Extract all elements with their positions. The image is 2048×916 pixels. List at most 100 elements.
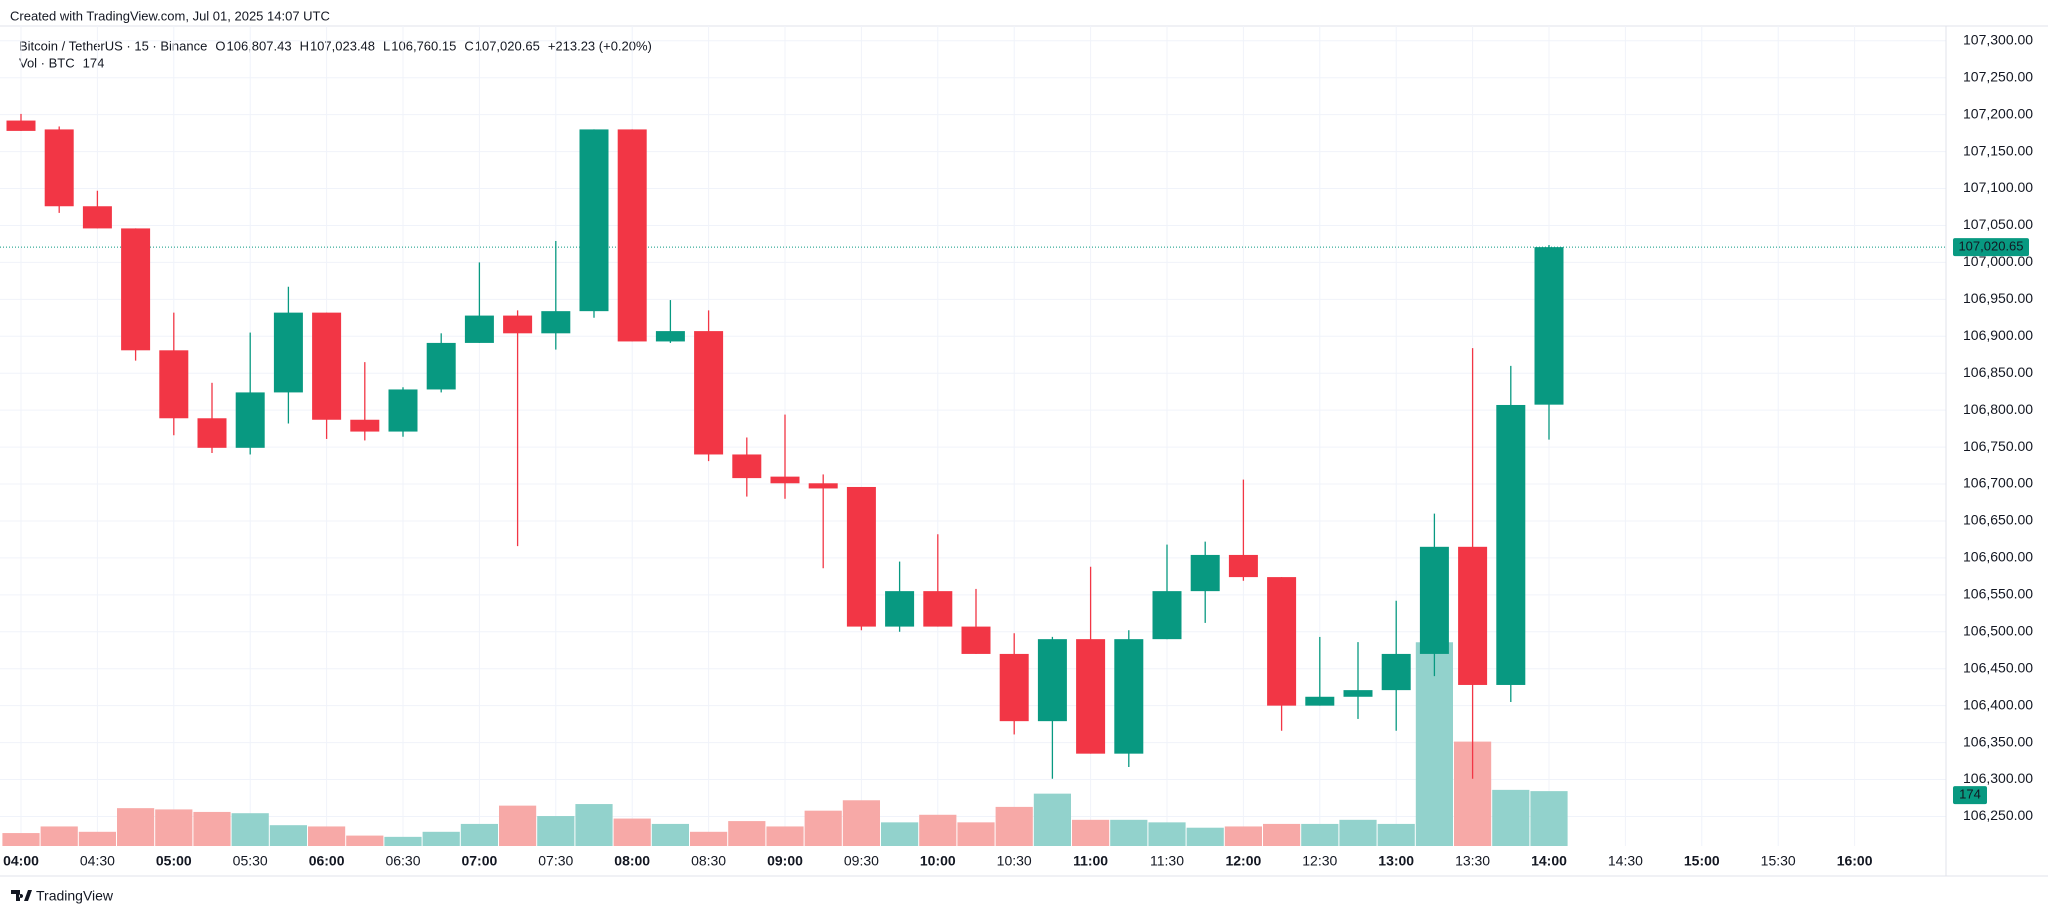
- volume-bar: [1224, 826, 1262, 846]
- candle-body: [312, 312, 342, 420]
- volume-bar: [78, 831, 116, 846]
- x-tick-label: 04:00: [3, 853, 39, 869]
- candle-body: [732, 454, 762, 479]
- x-tick-label: 09:30: [844, 853, 879, 869]
- volume-bar: [1530, 791, 1568, 846]
- volume-bar: [1339, 819, 1377, 846]
- candle-body: [503, 315, 533, 334]
- candle-body: [1267, 577, 1297, 706]
- candle-body: [1305, 696, 1335, 706]
- volume-bar: [919, 814, 957, 846]
- candle-body: [44, 129, 74, 207]
- candle-body: [82, 206, 112, 229]
- candle-body: [197, 418, 227, 448]
- volume-bar: [193, 811, 231, 846]
- candle-body: [999, 653, 1029, 722]
- candle-body: [235, 392, 265, 448]
- candle-body: [1228, 554, 1258, 578]
- x-tick-label: 14:30: [1608, 853, 1643, 869]
- x-tick-label: 16:00: [1837, 853, 1873, 869]
- volume-bar: [308, 826, 346, 846]
- x-tick-label: 08:00: [614, 853, 650, 869]
- x-tick-label: 12:30: [1302, 853, 1337, 869]
- volume-bar: [1263, 823, 1301, 846]
- legend-item: +213.23 (+0.20%): [548, 38, 652, 53]
- volume-bar: [575, 804, 613, 846]
- candle-body: [121, 228, 151, 351]
- x-tick-label: 15:00: [1684, 853, 1720, 869]
- volume-bar: [613, 818, 651, 846]
- y-tick-label: 106,450.00: [1963, 659, 2033, 675]
- price-label: 107,020.65: [1958, 239, 2023, 254]
- volume-bar: [460, 823, 498, 846]
- y-tick-label: 107,150.00: [1963, 142, 2033, 158]
- y-tick-label: 106,750.00: [1963, 438, 2033, 454]
- candle-body: [1496, 404, 1526, 685]
- y-tick-label: 106,550.00: [1963, 586, 2033, 602]
- y-tick-label: 106,900.00: [1963, 327, 2033, 343]
- legend-item: Bitcoin / TetherUS · 15 · Binance: [19, 38, 207, 53]
- legend-item: O: [215, 38, 225, 53]
- candle-body: [1152, 591, 1182, 640]
- x-tick-label: 10:00: [920, 853, 956, 869]
- footer-logo: [11, 890, 32, 901]
- candle-body: [388, 389, 418, 432]
- volume-bar: [117, 808, 155, 846]
- volume-bar: [1072, 819, 1110, 846]
- candle-body: [961, 626, 991, 654]
- candle-body: [885, 591, 915, 627]
- y-tick-label: 106,650.00: [1963, 512, 2033, 528]
- y-tick-label: 106,850.00: [1963, 364, 2033, 380]
- legend: Bitcoin / TetherUS · 15 · Binance O 106,80…: [19, 38, 652, 70]
- volume-bar: [1492, 789, 1530, 846]
- legend-item: L: [383, 38, 390, 53]
- candle-body: [1419, 546, 1449, 654]
- x-tick-label: 14:00: [1531, 853, 1567, 869]
- candle-body: [464, 315, 494, 343]
- y-tick-label: 107,300.00: [1963, 31, 2033, 47]
- candle-body: [6, 120, 36, 131]
- y-tick-label: 106,800.00: [1963, 401, 2033, 417]
- x-tick-label: 11:30: [1150, 853, 1184, 869]
- y-tick-label: 106,300.00: [1963, 770, 2033, 786]
- volume-label: Vol · BTC: [19, 55, 75, 70]
- candle-body: [426, 342, 456, 390]
- volume-bar: [231, 813, 269, 846]
- y-tick-label: 106,700.00: [1963, 475, 2033, 491]
- x-tick-label: 10:30: [997, 853, 1032, 869]
- y-tick-label: 107,250.00: [1963, 68, 2033, 84]
- legend-item: H: [300, 38, 309, 53]
- credit: Created with TradingView.com, Jul 01, 20…: [10, 8, 330, 23]
- volume-bar: [346, 835, 384, 846]
- volume-bar: [422, 831, 460, 846]
- x-tick-label: 06:30: [385, 853, 420, 869]
- candle-body: [1343, 690, 1373, 697]
- x-tick-label: 09:00: [767, 853, 803, 869]
- volume-bar: [804, 810, 842, 846]
- candle-body: [159, 350, 189, 419]
- candle-body: [1458, 546, 1488, 685]
- volume-bar: [155, 809, 193, 846]
- logo: [11, 890, 32, 901]
- volume-bar: [1415, 642, 1453, 846]
- candle-body: [808, 483, 838, 489]
- candle-body: [1381, 653, 1411, 691]
- legend-item: C: [464, 38, 473, 53]
- brand: TradingView: [36, 888, 114, 904]
- candle-body: [617, 129, 647, 342]
- y-tick-label: 106,250.00: [1963, 807, 2033, 823]
- x-tick-label: 13:30: [1455, 853, 1490, 869]
- candle-body: [1076, 639, 1106, 754]
- candle-body: [770, 476, 800, 484]
- volume-bar: [269, 825, 307, 846]
- volume-value: 174: [83, 55, 105, 70]
- volume-bar: [881, 822, 919, 846]
- x-tick-label: 13:00: [1378, 853, 1414, 869]
- candle-body: [655, 331, 685, 342]
- y-tick-label: 107,050.00: [1963, 216, 2033, 232]
- volume-bar: [995, 806, 1033, 846]
- candle-body: [1037, 639, 1067, 722]
- candle-body: [541, 311, 571, 334]
